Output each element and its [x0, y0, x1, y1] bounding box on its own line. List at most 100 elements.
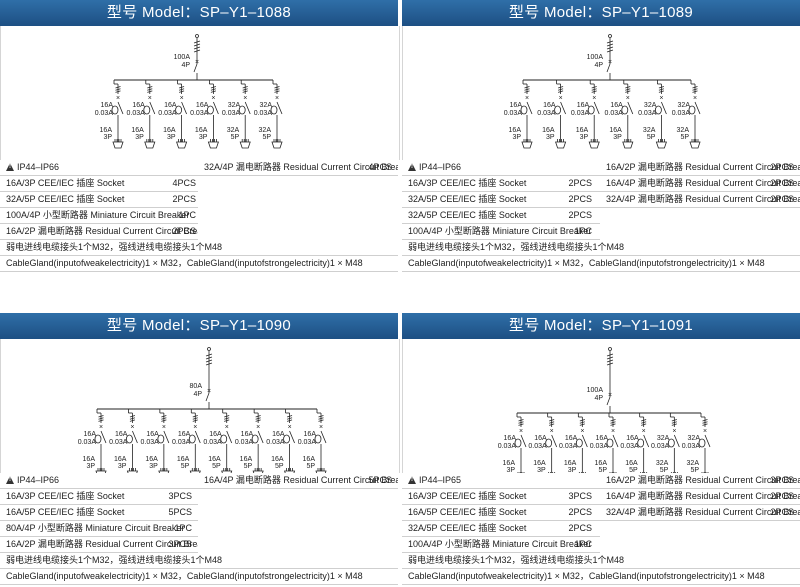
spec-item-qty: 2PCS — [770, 162, 794, 172]
rcd-coil-icon — [175, 105, 183, 115]
spec-item-qty: 5PCS — [168, 507, 192, 517]
socket-poles: 3P — [580, 134, 589, 141]
spec-row: 弱电进线电缆接头1个M32，强线进线电缆接头1个M48 — [0, 240, 398, 256]
rcd-sensitivity: 0.03A — [605, 110, 624, 117]
spec-row: 16A/4P 漏电断路器 Residual Current Circuit Br… — [600, 489, 800, 505]
rcd-sensitivity: 0.03A — [190, 110, 209, 117]
rcd-rating: 16A — [84, 431, 97, 438]
spec-item-name: 16A/3P CEE/IEC 插座 Socket — [408, 491, 527, 501]
rcd-coil-icon — [667, 438, 675, 448]
rcd-coil-icon — [157, 434, 165, 444]
spec-row: 32A/5P CEE/IEC 插座 Socket 2PCS — [0, 192, 198, 208]
rcd-coil-icon — [606, 438, 614, 448]
spec-row: CableGland(inputofweakelectricity)1 × M3… — [402, 569, 800, 585]
spec-row: 32A/4P 漏电断路器 Residual Current Circuit Br… — [600, 192, 800, 208]
rcd-sensitivity: 0.03A — [158, 110, 177, 117]
socket-icon — [189, 470, 201, 473]
socket-rating: 32A — [656, 460, 669, 467]
svg-text:×: × — [116, 95, 120, 102]
socket-rating: 16A — [609, 127, 622, 134]
supply-terminal-icon — [195, 34, 199, 38]
socket-rating: 16A — [163, 127, 176, 134]
rcd-rating: 16A — [101, 102, 114, 109]
socket-poles: 3P — [103, 134, 112, 141]
socket-poles: 5P — [660, 467, 669, 473]
spec-row: 16A/5P CEE/IEC 插座 Socket 2PCS — [402, 505, 600, 521]
rcd-coil-icon — [314, 434, 322, 444]
main-breaker-rating: 100A — [587, 54, 604, 61]
spec-row: CableGland(inputofweakelectricity)1 × M3… — [0, 256, 398, 272]
spec-item-name: 弱电进线电缆接头1个M32，强线进线电缆接头1个M48 — [6, 555, 223, 565]
warning-icon — [6, 163, 14, 171]
main-breaker-poles: 4P — [181, 62, 190, 69]
rcd-sensitivity: 0.03A — [172, 439, 191, 446]
supply-terminal-icon — [608, 34, 612, 38]
spec-row: IP44–IP66 — [0, 473, 198, 489]
panel-title: 型号 Model：SP–Y1–1088 — [0, 0, 398, 26]
protection-rating: IP44–IP65 — [419, 475, 462, 485]
socket-icon — [655, 141, 667, 149]
rcd-rating: 16A — [272, 431, 285, 438]
spec-row: CableGland(inputofweakelectricity)1 × M3… — [0, 569, 398, 585]
socket-poles: 5P — [629, 467, 638, 473]
rcd-coil-icon — [654, 105, 662, 115]
socket-poles: 5P — [647, 134, 656, 141]
rcd-coil-icon — [283, 434, 290, 444]
socket-poles: 3P — [118, 463, 127, 470]
spec-row: IP44–IP65 — [402, 473, 600, 489]
svg-text:×: × — [608, 59, 612, 66]
svg-text:×: × — [519, 428, 523, 435]
spec-item-qty: 3PCS — [568, 491, 592, 501]
rcd-sensitivity: 0.03A — [559, 443, 578, 450]
rcd-coil-icon — [520, 105, 528, 115]
socket-icon — [622, 141, 634, 149]
socket-poles: 5P — [244, 463, 253, 470]
main-breaker-rating: 100A — [174, 54, 191, 61]
main-breaker-poles: 4P — [594, 62, 603, 69]
spec-item-name: 16A/2P 漏电断路器 Residual Current Circuit Br… — [606, 162, 800, 172]
panel-title: 型号 Model：SP–Y1–1090 — [0, 313, 398, 339]
socket-icon — [207, 141, 219, 149]
spec-row: 16A/4P 漏电断路器 Residual Current Circuit Br… — [600, 176, 800, 192]
spec-row: 32A/5P CEE/IEC 插座 Socket 2PCS — [402, 521, 600, 537]
spec-row: 16A/3P CEE/IEC 插座 Socket 3PCS — [0, 489, 198, 505]
socket-rating: 16A — [576, 127, 589, 134]
svg-text:×: × — [672, 428, 676, 435]
spec-row: 16A/2P 漏电断路器 Residual Current Circuit Br… — [0, 224, 198, 240]
socket-poles: 3P — [546, 134, 555, 141]
rcd-sensitivity: 0.03A — [571, 110, 590, 117]
socket-icon — [252, 470, 264, 473]
rcd-sensitivity: 0.03A — [222, 110, 241, 117]
rcd-sensitivity: 0.03A — [651, 443, 670, 450]
spec-item-name: 16A/3P CEE/IEC 插座 Socket — [6, 491, 125, 501]
spec-item-qty: 2PCS — [770, 491, 794, 501]
socket-icon — [144, 141, 156, 149]
panel-sp-y1-1091: 型号 Model：SP–Y1–1091 × 100A 4P × 16A 0.03A 16A 3P… — [402, 313, 800, 587]
rcd-rating: 16A — [132, 102, 145, 109]
socket-rating: 16A — [503, 460, 516, 467]
spec-row: 弱电进线电缆接头1个M32，强线进线电缆接头1个M48 — [402, 553, 800, 569]
main-breaker-icon: × — [205, 351, 213, 409]
svg-text:×: × — [162, 424, 166, 431]
socket-poles: 5P — [212, 463, 221, 470]
spec-row: 16A/5P CEE/IEC 插座 Socket 5PCS — [0, 505, 198, 521]
wiring-diagram: × 100A 4P × 16A 0.03A 16A 3P × 16A 0.03A 16A 3P × 16A 0… — [402, 26, 800, 160]
rcd-sensitivity: 0.03A — [504, 110, 523, 117]
rcd-coil-icon — [621, 105, 629, 115]
rcd-coil-icon — [126, 434, 133, 444]
spec-item-name: 16A/5P CEE/IEC 插座 Socket — [6, 507, 125, 517]
svg-text:×: × — [225, 424, 229, 431]
spec-row: 32A/5P CEE/IEC 插座 Socket 2PCS — [402, 208, 600, 224]
rcd-sensitivity: 0.03A — [682, 443, 701, 450]
